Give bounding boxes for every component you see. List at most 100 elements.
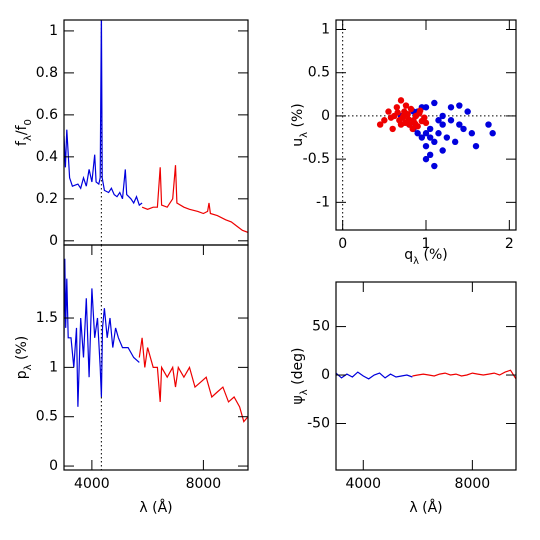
scatter-point — [418, 134, 426, 141]
scatter-point — [468, 130, 476, 137]
x-tick-label: 4000 — [74, 476, 110, 492]
scatter-point — [426, 134, 434, 141]
scatter-point — [405, 116, 412, 123]
axis-label: pλ (%) — [14, 336, 34, 380]
plot-area — [336, 20, 516, 230]
label-part: ψ — [290, 395, 306, 404]
label-part: (%) — [290, 103, 306, 132]
y-tick-label: 0 — [321, 367, 330, 383]
label-part: f — [14, 140, 30, 146]
y-tick-label: 50 — [312, 319, 330, 335]
label-part: λ — [299, 389, 310, 395]
y-tick-label: 0.2 — [36, 191, 58, 207]
scatter-point — [421, 114, 428, 121]
plot-area — [64, 245, 248, 470]
scatter-point — [426, 125, 434, 133]
y-tick-label: 1 — [321, 22, 330, 38]
plot-frame — [335, 281, 517, 471]
y-tick-label: -50 — [307, 415, 330, 431]
scatter-point — [397, 97, 405, 104]
scatter-point — [456, 102, 463, 109]
x-tick-label: 1 — [422, 236, 431, 252]
spectrum-line — [141, 165, 248, 233]
scatter-point — [426, 151, 434, 159]
scatter-point — [472, 142, 480, 150]
axis-label: qλ (%) — [404, 247, 448, 267]
scatter-point — [422, 130, 430, 137]
axis-label: λ (Å) — [409, 499, 442, 516]
label-part: λ — [413, 256, 419, 267]
plot-area — [64, 20, 248, 245]
x-tick-label: 8000 — [186, 476, 222, 492]
x-tick-label: 4000 — [345, 476, 381, 492]
label-part: λ — [299, 132, 310, 138]
spectrum-line — [64, 20, 143, 207]
scatter-point — [402, 102, 410, 109]
spectrum-line — [412, 369, 516, 380]
y-tick-label: 0.4 — [36, 149, 58, 165]
scatter-point — [387, 114, 395, 121]
label-part: u — [290, 138, 306, 147]
scatter-point — [389, 125, 396, 133]
scatter-point — [411, 120, 419, 127]
label-part: λ — [23, 135, 34, 141]
y-tick-label: 0 — [49, 458, 58, 474]
y-tick-label: 0.5 — [308, 65, 330, 81]
label-part: /f — [14, 124, 30, 135]
x-tick-label: 8000 — [455, 476, 491, 492]
scatter-point — [456, 121, 463, 128]
scatter-point — [400, 112, 407, 120]
y-tick-label: 0 — [321, 108, 330, 124]
scatter-point — [460, 125, 467, 133]
scatter-point — [376, 121, 384, 128]
scatter-point — [414, 130, 421, 137]
plot-frame — [63, 244, 249, 471]
label-part: λ (Å) — [139, 499, 172, 516]
axis-label: ψλ (deg) — [290, 348, 310, 405]
y-tick-label: 0.6 — [36, 107, 58, 123]
label-part: 0 — [23, 119, 34, 125]
y-tick-label: 0.5 — [36, 409, 58, 425]
y-tick-label: 1 — [49, 23, 58, 39]
scatter-point — [422, 142, 430, 150]
y-tick-label: 0 — [49, 233, 58, 249]
label-part: λ — [23, 364, 34, 370]
label-part: q — [404, 247, 413, 263]
label-part: (%) — [14, 336, 30, 365]
scatter-point — [431, 162, 438, 170]
plot-frame — [335, 19, 517, 231]
spectrum-line — [336, 371, 413, 380]
plot-area — [336, 369, 516, 380]
scatter-point — [416, 107, 424, 114]
spectrum-line — [64, 258, 140, 407]
scatter-point — [489, 130, 496, 137]
axis-label: λ (Å) — [139, 499, 172, 516]
scatter-point — [431, 99, 438, 107]
scatter-point — [422, 119, 430, 127]
scatter-point — [485, 121, 492, 128]
y-tick-label: 0.8 — [36, 65, 58, 81]
y-tick-label: -0.5 — [303, 151, 330, 167]
x-tick-label: 2 — [505, 236, 514, 252]
label-part: λ (Å) — [409, 499, 442, 516]
label-part: (deg) — [290, 348, 306, 390]
spectrum-line — [138, 337, 248, 423]
scatter-point — [381, 117, 388, 124]
scatter-point — [385, 108, 392, 115]
scatter-point — [447, 117, 455, 124]
scatter-point — [422, 155, 430, 163]
scatter-point — [397, 121, 405, 128]
label-part: (%) — [419, 247, 448, 263]
scatter-point — [409, 125, 416, 133]
scatter-point — [447, 104, 455, 111]
label-part: p — [14, 370, 30, 379]
axis-label: uλ (%) — [290, 103, 310, 146]
plot-frame — [63, 19, 249, 246]
scatter-point — [451, 138, 459, 146]
y-tick-label: 1.5 — [36, 310, 58, 326]
scatter-point — [407, 105, 415, 113]
y-tick-label: -1 — [316, 194, 330, 210]
scatter-point — [443, 134, 451, 141]
